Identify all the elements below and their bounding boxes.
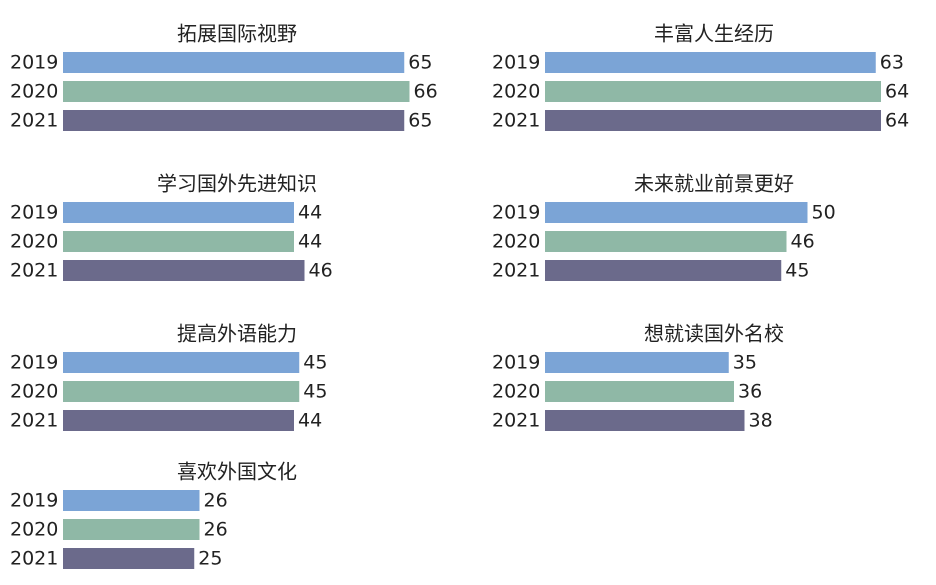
- y-tick-label: 2019: [10, 490, 58, 512]
- bar: [63, 490, 200, 511]
- bar: [63, 81, 410, 102]
- value-label: 26: [204, 519, 228, 541]
- value-label: 35: [733, 352, 757, 374]
- y-tick-label: 2020: [492, 81, 540, 103]
- value-label: 38: [749, 410, 773, 432]
- bar: [545, 110, 881, 131]
- bar: [63, 548, 195, 569]
- bar: [545, 260, 782, 281]
- panel-title: 学习国外先进知识: [157, 172, 317, 196]
- value-label: 25: [198, 548, 222, 570]
- bar: [545, 202, 808, 223]
- y-tick-label: 2021: [492, 110, 540, 132]
- y-tick-label: 2020: [492, 381, 540, 403]
- bar: [63, 202, 294, 223]
- y-tick-label: 2020: [10, 519, 58, 541]
- y-tick-label: 2021: [10, 260, 58, 282]
- bar: [545, 381, 734, 402]
- value-label: 44: [298, 410, 322, 432]
- bar: [545, 410, 745, 431]
- y-tick-label: 2021: [492, 410, 540, 432]
- bar: [63, 231, 294, 252]
- value-label: 44: [298, 202, 322, 224]
- value-label: 50: [812, 202, 836, 224]
- y-tick-label: 2019: [10, 52, 58, 74]
- value-label: 46: [791, 231, 815, 253]
- y-tick-label: 2019: [10, 352, 58, 374]
- value-label: 65: [408, 52, 432, 74]
- panel-title: 丰富人生经历: [654, 22, 774, 46]
- y-tick-label: 2019: [492, 52, 540, 74]
- bar: [63, 110, 405, 131]
- panel-title: 喜欢外国文化: [177, 460, 297, 484]
- value-label: 64: [885, 81, 909, 103]
- bar: [63, 381, 300, 402]
- panel-title: 想就读国外名校: [644, 322, 784, 346]
- y-tick-label: 2019: [492, 352, 540, 374]
- value-label: 66: [414, 81, 438, 103]
- y-tick-label: 2021: [10, 110, 58, 132]
- y-tick-label: 2019: [492, 202, 540, 224]
- y-tick-label: 2021: [10, 548, 58, 570]
- bar: [63, 410, 294, 431]
- value-label: 36: [738, 381, 762, 403]
- bar: [545, 81, 881, 102]
- y-tick-label: 2021: [492, 260, 540, 282]
- y-tick-label: 2019: [10, 202, 58, 224]
- y-tick-label: 2020: [492, 231, 540, 253]
- panel-title: 拓展国际视野: [177, 22, 297, 46]
- value-label: 44: [298, 231, 322, 253]
- y-tick-label: 2020: [10, 81, 58, 103]
- value-label: 65: [408, 110, 432, 132]
- value-label: 64: [885, 110, 909, 132]
- y-tick-label: 2020: [10, 381, 58, 403]
- value-label: 26: [204, 490, 228, 512]
- value-label: 45: [303, 381, 327, 403]
- bar: [63, 260, 305, 281]
- bar: [545, 52, 876, 73]
- bar: [545, 231, 787, 252]
- value-label: 46: [309, 260, 333, 282]
- panel-title: 未来就业前景更好: [634, 172, 794, 196]
- bar: [63, 352, 300, 373]
- y-tick-label: 2021: [10, 410, 58, 432]
- bar: [545, 352, 729, 373]
- panel-title: 提高外语能力: [177, 322, 297, 346]
- bar: [63, 52, 405, 73]
- y-tick-label: 2020: [10, 231, 58, 253]
- value-label: 63: [880, 52, 904, 74]
- value-label: 45: [303, 352, 327, 374]
- value-label: 45: [785, 260, 809, 282]
- bar: [63, 519, 200, 540]
